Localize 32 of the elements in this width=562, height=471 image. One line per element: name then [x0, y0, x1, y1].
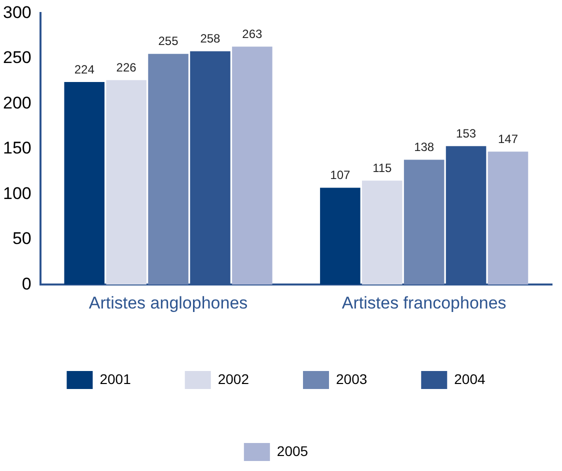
data-label: 224 [74, 62, 95, 76]
legend-label: 2001 [100, 370, 132, 387]
bar [320, 188, 360, 285]
bar [106, 80, 146, 285]
y-tick-label: 150 [2, 138, 32, 158]
data-label: 107 [330, 168, 351, 182]
bar [148, 54, 188, 285]
data-label: 258 [200, 32, 221, 46]
y-tick-label: 0 [22, 274, 32, 294]
x-tick-label: Artistes francophones [342, 293, 506, 312]
data-label: 115 [372, 160, 392, 175]
y-tick-label: 50 [12, 229, 32, 248]
data-label: 255 [158, 34, 179, 48]
bar [362, 180, 402, 285]
data-label: 226 [116, 60, 137, 74]
bar [232, 46, 272, 285]
bar [64, 82, 105, 285]
legend-label: 2005 [276, 442, 308, 459]
y-tick-label: 250 [2, 48, 32, 68]
y-tick-label: 100 [2, 184, 32, 203]
data-label: 263 [242, 26, 263, 41]
y-tick-label: 200 [2, 93, 32, 112]
x-tick-label: Artistes anglophones [88, 293, 248, 312]
bar [404, 160, 444, 285]
y-tick-label: 300 [2, 2, 32, 22]
legend-label: 2004 [454, 370, 486, 387]
data-label: 147 [498, 132, 518, 146]
data-label: 138 [414, 140, 434, 154]
legend-label: 2003 [336, 370, 368, 387]
bar [488, 152, 528, 285]
legend-label: 2002 [218, 370, 250, 387]
data-label: 153 [456, 126, 476, 140]
